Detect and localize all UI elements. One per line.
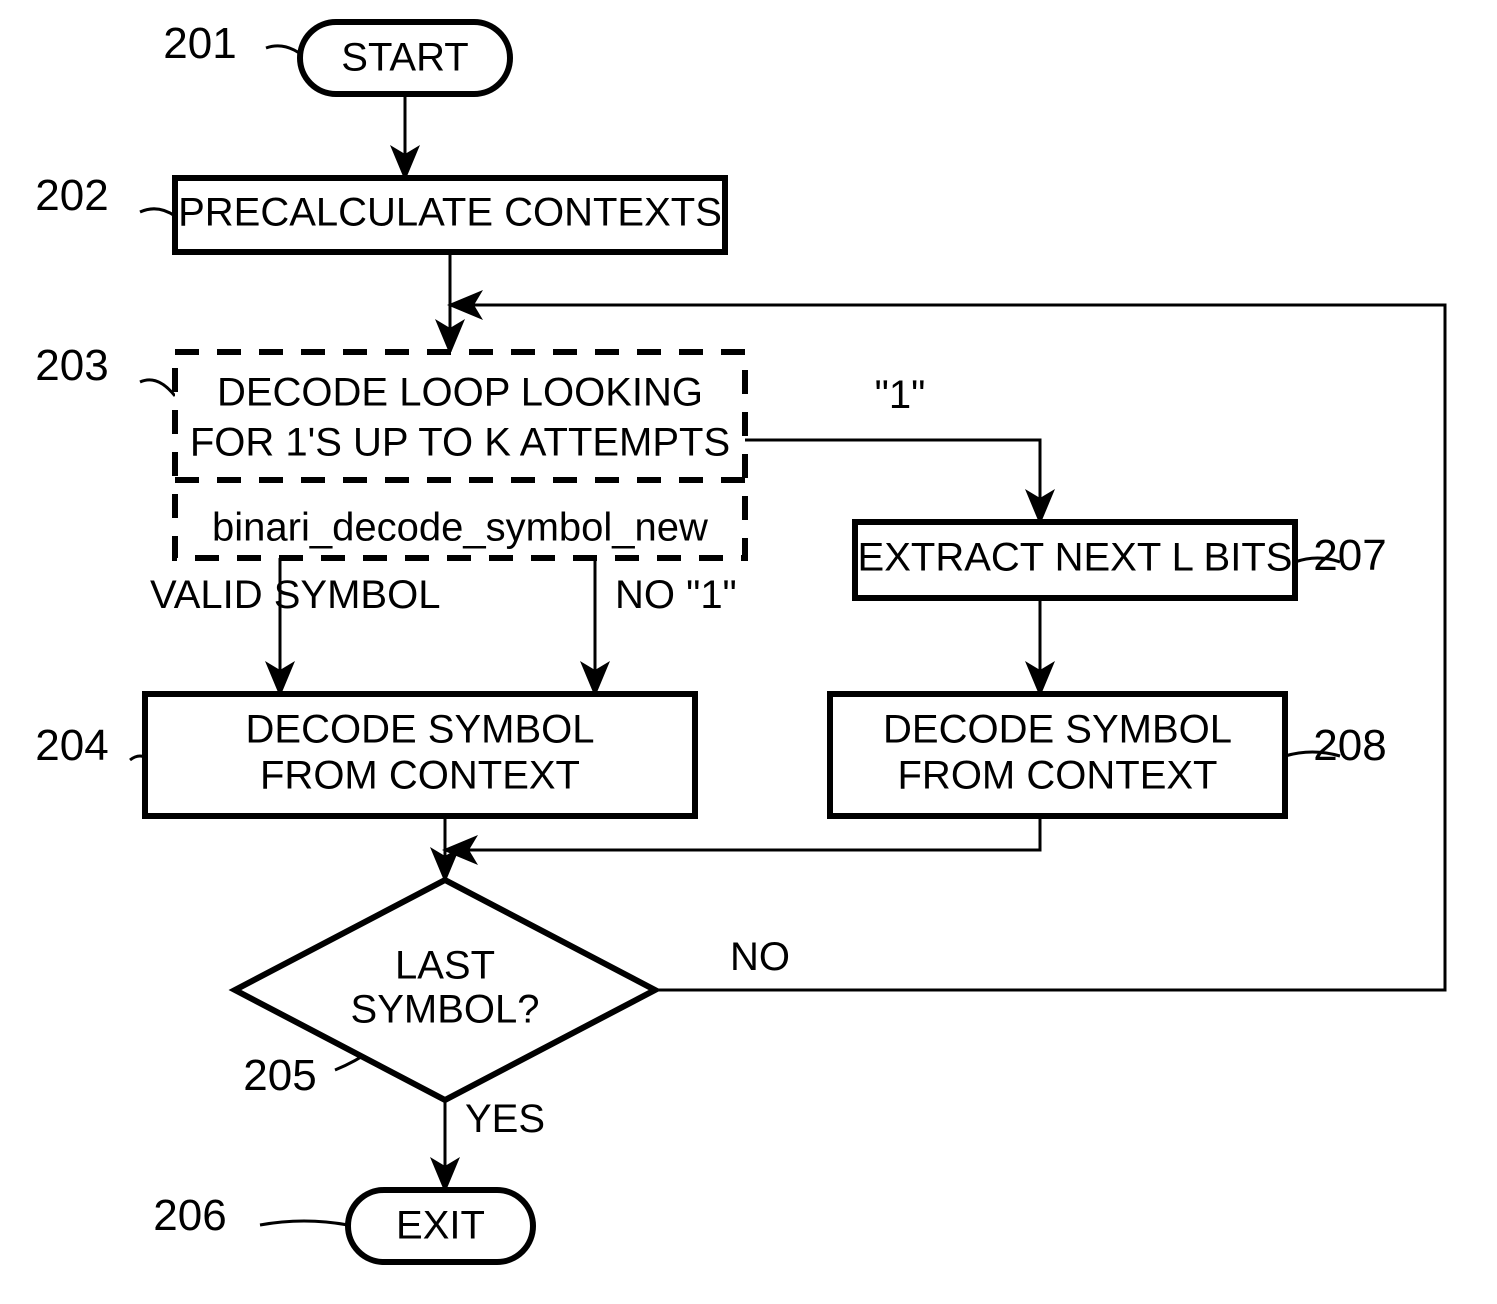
node-n205: LASTSYMBOL? 205 bbox=[235, 880, 655, 1100]
edge-label-e203_207: "1" bbox=[875, 373, 926, 417]
node-n208: DECODE SYMBOLFROM CONTEXT 208 bbox=[830, 694, 1387, 816]
flowchart-canvas: VALID SYMBOL NO "1" "1" YES NO START 201 PRECAL… bbox=[0, 0, 1497, 1304]
ref-label-n202: 202 bbox=[35, 171, 108, 220]
node-n204: DECODE SYMBOLFROM CONTEXT 204 bbox=[35, 694, 695, 816]
ref-leader-n206 bbox=[260, 1221, 348, 1225]
ref-label-n208: 208 bbox=[1313, 721, 1386, 770]
node-label-n203-0: DECODE LOOP LOOKING bbox=[217, 371, 703, 415]
ref-leader-n202 bbox=[140, 209, 175, 216]
edge-label-e205_loop: NO bbox=[730, 935, 790, 979]
edge-e208_join bbox=[445, 816, 1040, 850]
ref-leader-n203 bbox=[140, 380, 175, 396]
ref-label-n204: 204 bbox=[35, 721, 108, 770]
node-label-n203-1: FOR 1'S UP TO K ATTEMPTS bbox=[190, 421, 730, 465]
ref-label-n206: 206 bbox=[153, 1191, 226, 1240]
node-label-n204-0: DECODE SYMBOL bbox=[246, 708, 595, 752]
node-label-n205-0: LAST bbox=[395, 944, 495, 988]
node-label-n205-1: SYMBOL? bbox=[351, 988, 540, 1032]
ref-label-n205: 205 bbox=[243, 1051, 316, 1100]
node-label-n208-1: FROM CONTEXT bbox=[898, 754, 1218, 798]
nodes-layer: START 201 PRECALCULATE CONTEXTS 202 DECODE L… bbox=[35, 19, 1386, 1262]
node-n206: EXIT 206 bbox=[153, 1190, 533, 1262]
edge-label-e203_204b: NO "1" bbox=[615, 573, 737, 617]
edge-label-e205_206: YES bbox=[465, 1097, 545, 1141]
node-label-n206: EXIT bbox=[396, 1204, 485, 1248]
node-n202: PRECALCULATE CONTEXTS 202 bbox=[35, 171, 725, 252]
node-label-n203-2: binari_decode_symbol_new bbox=[212, 506, 708, 550]
ref-label-n207: 207 bbox=[1313, 531, 1386, 580]
edge-label-e203_204a: VALID SYMBOL bbox=[150, 573, 440, 617]
node-label-n201: START bbox=[341, 36, 468, 80]
edge-e203_207 bbox=[745, 440, 1040, 522]
ref-label-n201: 201 bbox=[163, 19, 236, 68]
node-label-n207-0: EXTRACT NEXT L BITS bbox=[858, 536, 1293, 580]
node-label-n202-0: PRECALCULATE CONTEXTS bbox=[178, 191, 722, 235]
node-n201: START 201 bbox=[163, 19, 510, 94]
node-label-n208-0: DECODE SYMBOL bbox=[883, 708, 1232, 752]
ref-label-n203: 203 bbox=[35, 341, 108, 390]
node-label-n204-1: FROM CONTEXT bbox=[260, 754, 580, 798]
node-n203: DECODE LOOP LOOKING FOR 1'S UP TO K ATTEM… bbox=[35, 341, 745, 558]
